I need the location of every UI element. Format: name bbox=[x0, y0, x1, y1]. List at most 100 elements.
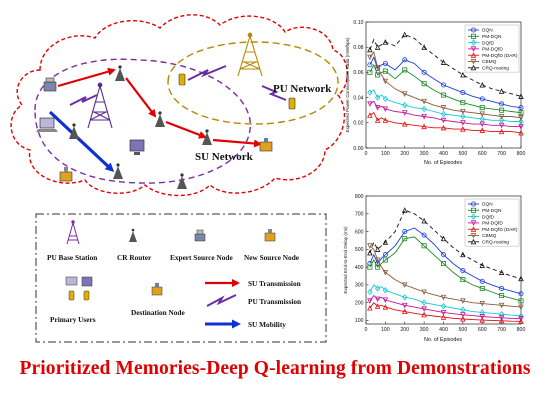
cr-router-icon bbox=[202, 129, 212, 145]
series-line bbox=[369, 51, 522, 119]
data-point bbox=[367, 62, 373, 68]
data-point bbox=[499, 101, 505, 107]
legend-marker bbox=[470, 39, 477, 46]
legend-marker bbox=[470, 46, 477, 52]
series-line bbox=[369, 209, 522, 280]
y-tick-label: 0.04 bbox=[353, 95, 363, 101]
chart-x-axis-label: No. of Episodes bbox=[424, 337, 462, 343]
x-tick-label: 0 bbox=[365, 327, 368, 333]
legend-pu-transmission-signal bbox=[206, 294, 237, 307]
x-tick-label: 500 bbox=[459, 151, 468, 157]
data-point bbox=[479, 111, 485, 117]
new-source-node-icon bbox=[59, 167, 73, 182]
su-transmission-arrow bbox=[165, 120, 207, 139]
data-point bbox=[367, 305, 373, 311]
data-point bbox=[440, 261, 446, 267]
su-network-boundary bbox=[34, 58, 251, 184]
legend-entry: PM-DQN bbox=[482, 208, 502, 214]
data-point bbox=[402, 121, 408, 127]
cr-router-icon bbox=[115, 65, 125, 81]
data-point bbox=[374, 105, 381, 111]
data-point bbox=[402, 308, 408, 315]
primary-user-phone-icon bbox=[288, 97, 296, 110]
data-point bbox=[367, 101, 373, 107]
pu-base-station-icon bbox=[87, 82, 113, 129]
data-point bbox=[479, 317, 485, 323]
x-tick-label: 200 bbox=[400, 151, 409, 157]
legend-expert-source-node: Expert Source Node bbox=[170, 253, 233, 262]
data-point bbox=[440, 82, 446, 88]
data-point bbox=[382, 106, 389, 112]
data-point bbox=[518, 298, 524, 304]
y-tick-label: 800 bbox=[355, 194, 364, 200]
legend-pu-transmission: PU Transmission bbox=[248, 297, 301, 306]
data-point bbox=[402, 91, 408, 97]
legend-destination-node: Destination Node bbox=[131, 308, 185, 317]
data-point bbox=[421, 114, 427, 120]
data-point bbox=[402, 236, 408, 242]
data-point bbox=[382, 95, 388, 103]
data-point bbox=[421, 123, 427, 130]
legend-entry: PM-DQfD (DAR) bbox=[482, 227, 518, 233]
y-tick-label: 500 bbox=[355, 247, 364, 253]
data-point bbox=[498, 302, 505, 309]
data-point bbox=[402, 207, 408, 213]
series-line bbox=[369, 294, 522, 320]
series-line bbox=[369, 56, 522, 109]
data-point bbox=[402, 282, 408, 288]
data-point bbox=[479, 301, 485, 307]
legend-entry: DQfD bbox=[482, 40, 495, 46]
series-line bbox=[369, 100, 521, 128]
data-point bbox=[498, 315, 505, 321]
data-point bbox=[367, 54, 373, 61]
expert-source-node-icon bbox=[43, 77, 57, 92]
pu-transmission-signal bbox=[187, 65, 227, 81]
data-point bbox=[440, 309, 447, 316]
legend-su-mobility: SU Mobility bbox=[248, 320, 286, 329]
y-tick-label: 400 bbox=[355, 265, 364, 271]
data-point bbox=[402, 57, 408, 63]
data-point bbox=[440, 124, 447, 131]
legend-entry: DQfD bbox=[482, 214, 495, 220]
data-point bbox=[518, 316, 524, 322]
x-tick-label: 100 bbox=[381, 151, 390, 157]
x-tick-label: 300 bbox=[420, 151, 429, 157]
data-point bbox=[499, 107, 505, 113]
data-point bbox=[518, 318, 524, 324]
series-line bbox=[369, 34, 522, 97]
data-point bbox=[374, 296, 381, 303]
data-point bbox=[421, 243, 427, 249]
data-point bbox=[402, 67, 408, 73]
data-point bbox=[498, 269, 505, 275]
pu-network-label: PU Network bbox=[273, 83, 332, 95]
chart-x-axis-label: No. of Episodes bbox=[424, 160, 462, 166]
data-point bbox=[402, 31, 408, 38]
data-point bbox=[440, 117, 447, 124]
data-point bbox=[440, 92, 446, 98]
data-point bbox=[479, 314, 485, 320]
data-point bbox=[402, 294, 408, 301]
su-mobility-arrow bbox=[48, 110, 115, 173]
data-point bbox=[460, 108, 466, 115]
pu-network-boundary bbox=[167, 41, 339, 125]
data-point bbox=[367, 264, 373, 270]
y-tick-label: 0.08 bbox=[353, 45, 363, 51]
legend-su-transmission: SU Transmission bbox=[248, 279, 301, 288]
su-transmission-arrow bbox=[212, 138, 262, 148]
data-point bbox=[499, 310, 505, 318]
x-tick-label: 100 bbox=[381, 327, 390, 333]
series-line bbox=[369, 245, 522, 308]
legend-pu-base-station: PU Base Station bbox=[47, 253, 97, 262]
data-point bbox=[518, 304, 524, 311]
data-point bbox=[460, 90, 466, 96]
data-point bbox=[382, 68, 388, 74]
y-tick-label: 600 bbox=[355, 229, 364, 235]
legend-pu-base-station-icon bbox=[66, 220, 80, 245]
data-point bbox=[440, 59, 447, 65]
x-tick-label: 600 bbox=[478, 327, 487, 333]
data-point bbox=[374, 257, 381, 263]
primary-user-desktop-icon bbox=[129, 139, 145, 155]
x-tick-label: 400 bbox=[439, 327, 448, 333]
data-point bbox=[421, 81, 427, 87]
data-point bbox=[382, 304, 389, 310]
